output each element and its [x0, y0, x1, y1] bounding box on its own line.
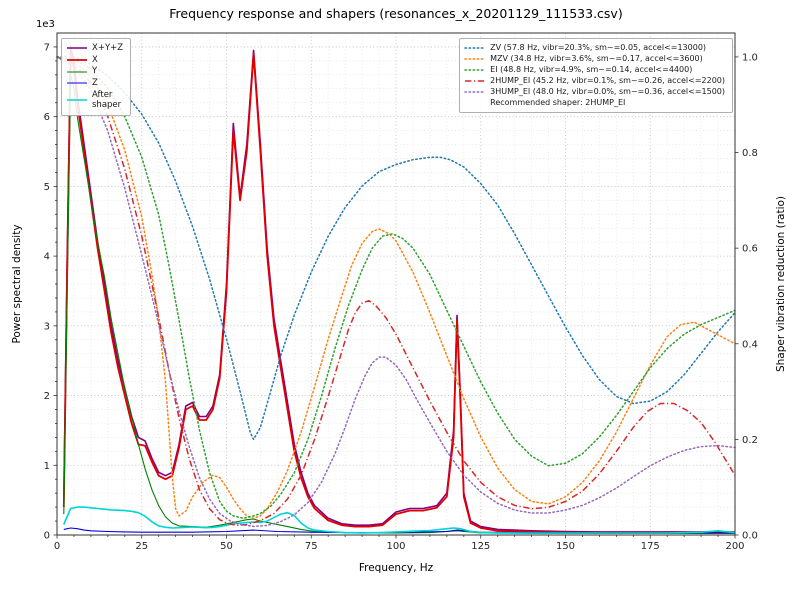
legend-entry-3hump-ei: 3HUMP_EI (48.0 Hz, vibr=0.0%, sm~=0.36, …	[464, 87, 725, 97]
y-left-tick-label: 7	[44, 42, 50, 53]
x-tick-label: 0	[54, 541, 60, 552]
legend-entry-ei: EI (48.8 Hz, vibr=4.9%, sm~=0.14, accel<…	[464, 65, 725, 75]
legend-label: ZV (57.8 Hz, vibr=20.3%, sm~=0.05, accel…	[490, 43, 707, 52]
legend-label: EI (48.8 Hz, vibr=4.9%, sm~=0.14, accel<…	[490, 65, 693, 74]
y-right-tick-label: 0.6	[742, 244, 758, 255]
y-left-tick-label: 1	[44, 461, 50, 472]
y-right-tick-label: 0.8	[742, 148, 758, 159]
y-left-tick-label: 0	[44, 531, 50, 542]
legend-sample-spacer	[464, 98, 486, 108]
y-axis-left-label: Power spectral density	[11, 224, 23, 344]
legend-entry-z: Z	[66, 78, 123, 89]
series-zv	[56, 56, 736, 441]
legend-entry-zv: ZV (57.8 Hz, vibr=20.3%, sm~=0.05, accel…	[464, 43, 725, 53]
legend-line-sample	[67, 82, 87, 84]
legend-label: X+Y+Z	[92, 43, 124, 53]
y-right-tick-label: 0.2	[742, 435, 758, 446]
y-right-tick-label: 1.0	[742, 52, 758, 63]
legend-label: MZV (34.8 Hz, vibr=3.6%, sm~=0.17, accel…	[490, 54, 703, 63]
x-tick-label: 25	[135, 541, 148, 552]
y-left-tick-label: 5	[44, 182, 50, 193]
y-left-tick-label: 3	[44, 321, 50, 332]
x-tick-label: 175	[641, 541, 660, 552]
chart-title: Frequency response and shapers (resonanc…	[169, 6, 623, 21]
legend-entry-x: X	[66, 55, 123, 66]
legend-label: X	[92, 54, 98, 65]
legend-entry-sum: X+Y+Z	[66, 43, 123, 54]
x-tick-label: 100	[386, 541, 405, 552]
y-left-tick-label: 4	[44, 252, 50, 263]
legend-line-sample	[465, 80, 486, 82]
legend-label: 3HUMP_EI (48.0 Hz, vibr=0.0%, sm~=0.36, …	[490, 87, 725, 96]
legend-line-sample	[67, 99, 87, 101]
series-x	[62, 53, 735, 534]
legend-psd: X+Y+Z X Y Z After shaper	[61, 38, 132, 116]
x-tick-label: 50	[220, 541, 233, 552]
axis-ticks: 0 25 50 75 100 125 150 175 200 0 1 2 3 4 5 6 7 0.0 0.2 0.4 0…	[44, 42, 758, 552]
legend-line-sample	[67, 47, 87, 50]
y-axis-right-label: Shaper vibration reduction (ratio)	[775, 195, 787, 373]
legend-label: After shaper	[92, 89, 122, 111]
legend-line-sample	[464, 58, 486, 60]
legend-label: Recommended shaper: 2HUMP_EI	[490, 98, 626, 107]
legend-line-sample	[67, 71, 87, 73]
series-mzv	[56, 56, 736, 520]
y-right-tick-label: 0.0	[742, 531, 758, 542]
legend-entry-y: Y	[66, 66, 123, 77]
y-left-tick-label: 6	[44, 112, 50, 123]
legend-entry-2hump-ei: 2HUMP_EI (45.2 Hz, vibr=0.1%, sm~=0.26, …	[464, 76, 725, 86]
x-tick-label: 150	[556, 541, 575, 552]
legend-label: 2HUMP_EI (45.2 Hz, vibr=0.1%, sm~=0.26, …	[490, 76, 725, 85]
legend-line-sample	[464, 69, 486, 71]
legend-entry-after-shaper: After shaper	[66, 90, 123, 111]
legend-label: Z	[92, 77, 98, 88]
legend-entry-mzv: MZV (34.8 Hz, vibr=3.6%, sm~=0.17, accel…	[464, 54, 725, 64]
x-tick-label: 125	[471, 541, 490, 552]
series-sum	[63, 46, 735, 533]
legend-label: Y	[92, 66, 98, 77]
y-right-tick-label: 0.4	[742, 339, 758, 350]
x-tick-label: 200	[725, 541, 744, 552]
series-2hump-ei	[56, 56, 736, 527]
series-3hump-ei	[56, 56, 736, 528]
series-ei	[56, 56, 736, 520]
x-axis-label: Frequency, Hz	[358, 562, 434, 574]
legend-shapers: ZV (57.8 Hz, vibr=20.3%, sm~=0.05, accel…	[459, 38, 733, 113]
series-y	[63, 74, 735, 534]
legend-line-sample	[67, 59, 87, 61]
series-after-shaper	[63, 506, 736, 534]
legend-line-sample	[464, 47, 486, 49]
legend-line-sample	[464, 91, 486, 93]
x-tick-label: 75	[305, 541, 318, 552]
y-left-tick-label: 2	[44, 391, 50, 402]
y-axis-offset-label: 1e3	[36, 19, 55, 30]
legend-entry-recommended-shaper: Recommended shaper: 2HUMP_EI	[464, 98, 725, 108]
